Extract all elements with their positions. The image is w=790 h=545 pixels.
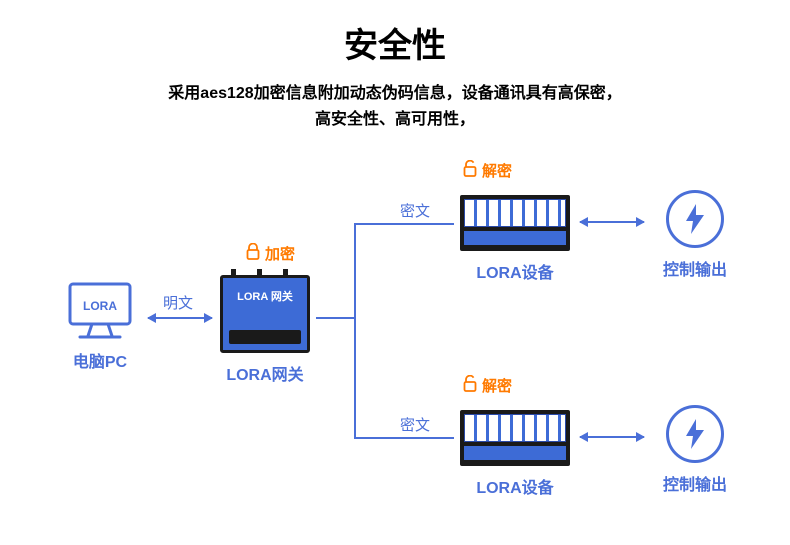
device2-label: LORA设备 <box>455 474 575 498</box>
branch-h-main <box>316 317 356 319</box>
decrypt-label-2: 解密 <box>462 375 512 396</box>
branch-h-lower <box>354 437 454 439</box>
device1-label: LORA设备 <box>455 259 575 283</box>
node-gateway: LORA 网关 LORA网关 <box>215 275 315 385</box>
arrow-pc-gateway <box>148 317 212 319</box>
node-device-2: LORA设备 <box>455 410 575 498</box>
lock-open-icon <box>462 375 478 396</box>
node-pc: LORA 电脑PC <box>55 280 145 372</box>
decrypt1-text: 解密 <box>482 160 512 181</box>
decrypt2-text: 解密 <box>482 375 512 396</box>
bolt-icon <box>666 190 724 248</box>
output2-label: 控制输出 <box>650 471 740 495</box>
ciphertext-label-1: 密文 <box>400 200 430 221</box>
ciphertext-label-2: 密文 <box>400 414 430 435</box>
branch-v <box>354 223 356 439</box>
node-output-1: 控制输出 <box>650 190 740 280</box>
encrypt-text: 加密 <box>265 243 295 264</box>
branch-h-upper <box>354 223 454 225</box>
lora-device-icon <box>460 195 570 251</box>
arrow-device2-output2 <box>580 436 644 438</box>
lock-open-icon <box>462 160 478 181</box>
gateway-label: LORA网关 <box>215 361 315 385</box>
node-output-2: 控制输出 <box>650 405 740 495</box>
output1-label: 控制输出 <box>650 256 740 280</box>
pc-label: 电脑PC <box>55 348 145 372</box>
bolt-icon <box>666 405 724 463</box>
encrypt-label: 加密 <box>245 243 295 264</box>
gateway-ports <box>229 330 301 344</box>
arrow-device1-output1 <box>580 221 644 223</box>
decrypt-label-1: 解密 <box>462 160 512 181</box>
lock-closed-icon <box>245 243 261 264</box>
pc-icon: LORA <box>64 280 136 340</box>
gateway-device-icon: LORA 网关 <box>220 275 310 353</box>
svg-text:LORA: LORA <box>83 299 117 313</box>
lora-device-icon <box>460 410 570 466</box>
plaintext-label: 明文 <box>163 292 193 313</box>
diagram-canvas: LORA 电脑PC LORA 网关 LORA网关 LORA设备 LORA设备 控… <box>0 0 790 545</box>
node-device-1: LORA设备 <box>455 195 575 283</box>
gateway-inner-label: LORA 网关 <box>223 288 307 304</box>
